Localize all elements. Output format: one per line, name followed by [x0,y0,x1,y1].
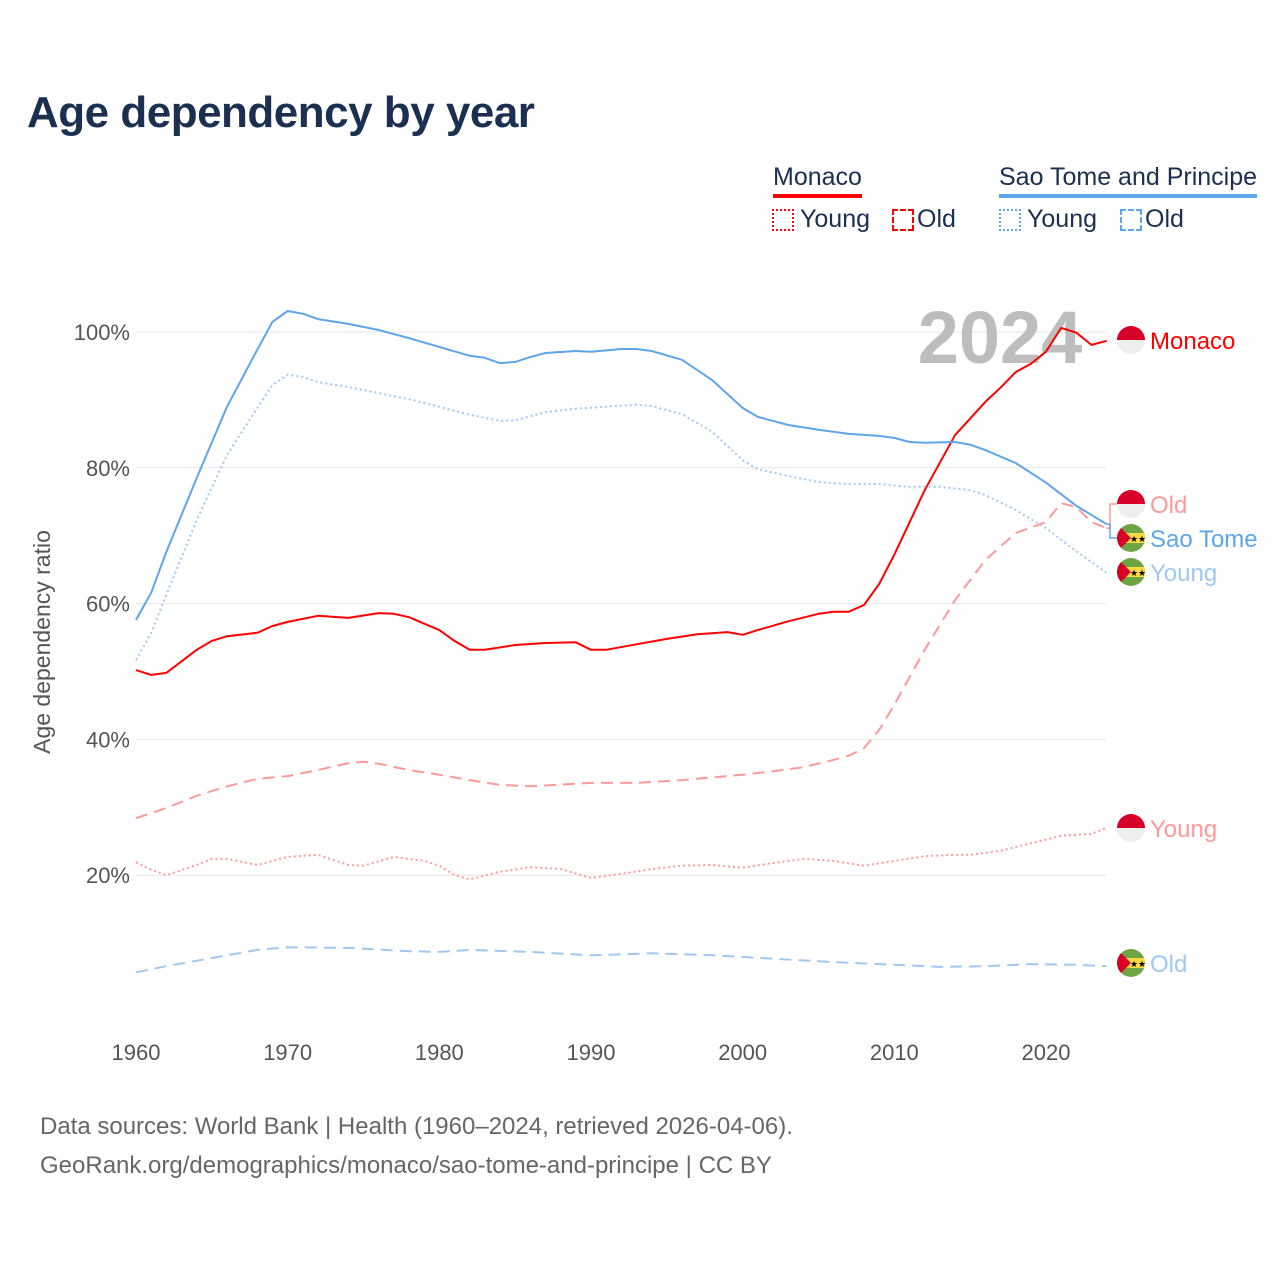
year-watermark: 2024 [918,296,1083,379]
legend-monaco[interactable]: Monaco [773,163,862,198]
legend-monaco-young[interactable]: Young [772,205,870,234]
legend-monaco-old[interactable]: Old [892,205,956,234]
svg-text:★★: ★★ [1130,959,1146,969]
series-line-sao-tome-and-principe [135,310,1108,621]
x-tick-label: 1990 [567,1040,616,1065]
svg-text:★★: ★★ [1130,568,1146,578]
legend-sao-tome[interactable]: Sao Tome and Principe [999,163,1258,198]
series-line-monaco [135,326,1107,676]
legend-label: Young [800,205,870,233]
series-end-label: Old [1150,951,1187,978]
series-end-label: Sao Tome [1150,526,1258,553]
footer: Data sources: World Bank | Health (1960–… [40,1107,793,1185]
plot-area: 20% 40% 60% 80% 100% 1960 1970 1980 1990 2000 2010… [29,296,1258,1065]
legend-sao-tome-old[interactable]: Old [1120,205,1184,234]
footer-link[interactable]: GeoRank.org/demographics/monaco/sao-tome… [40,1152,772,1179]
series-end-label: Monaco [1150,328,1235,355]
y-tick-label: 100% [74,320,130,345]
monaco-flag-icon [1117,814,1145,842]
y-tick-label: 80% [86,456,130,481]
x-tick-label: 1970 [263,1040,312,1065]
series-end-label: Young [1150,816,1217,843]
dashed-swatch-icon [892,208,914,231]
sao-tome-flag-icon: ★★ [1117,558,1146,586]
legend-label: Old [917,205,956,233]
label-leader-line [1106,523,1118,539]
y-tick-label: 40% [86,727,130,752]
x-tick-label: 2000 [718,1040,767,1065]
dotted-swatch-icon [772,208,794,231]
footer-sources: Data sources: World Bank | Health (1960–… [40,1113,793,1140]
monaco-flag-icon [1117,490,1145,518]
y-tick-label: 60% [86,592,130,617]
legend-label: Young [1027,205,1097,233]
x-tick-label: 1980 [415,1040,464,1065]
series-line-monaco-young [135,826,1108,881]
y-tick-label: 20% [86,863,130,888]
dotted-swatch-icon [999,208,1021,231]
x-tick-label: 1960 [112,1040,161,1065]
x-tick-label: 2020 [1022,1040,1071,1065]
legend-label: Old [1145,205,1184,233]
series-line-sao-tome-and-principe-old [135,946,1107,974]
series-line-sao-tome-and-principe-young [135,373,1108,661]
sao-tome-flag-icon: ★★ [1117,524,1146,552]
label-leader-line [1106,503,1118,529]
legend-sao-tome-young[interactable]: Young [999,205,1097,234]
monaco-flag-icon [1117,326,1145,354]
sao-tome-flag-icon: ★★ [1117,949,1146,977]
dashed-swatch-icon [1120,208,1142,231]
series-end-label: Old [1150,492,1187,519]
series-end-label: Young [1150,560,1217,587]
chart-title: Age dependency by year [27,88,535,137]
svg-text:★★: ★★ [1130,534,1146,544]
y-axis-label: Age dependency ratio [29,530,55,754]
x-tick-label: 2010 [870,1040,919,1065]
series-line-monaco-old [135,502,1108,820]
